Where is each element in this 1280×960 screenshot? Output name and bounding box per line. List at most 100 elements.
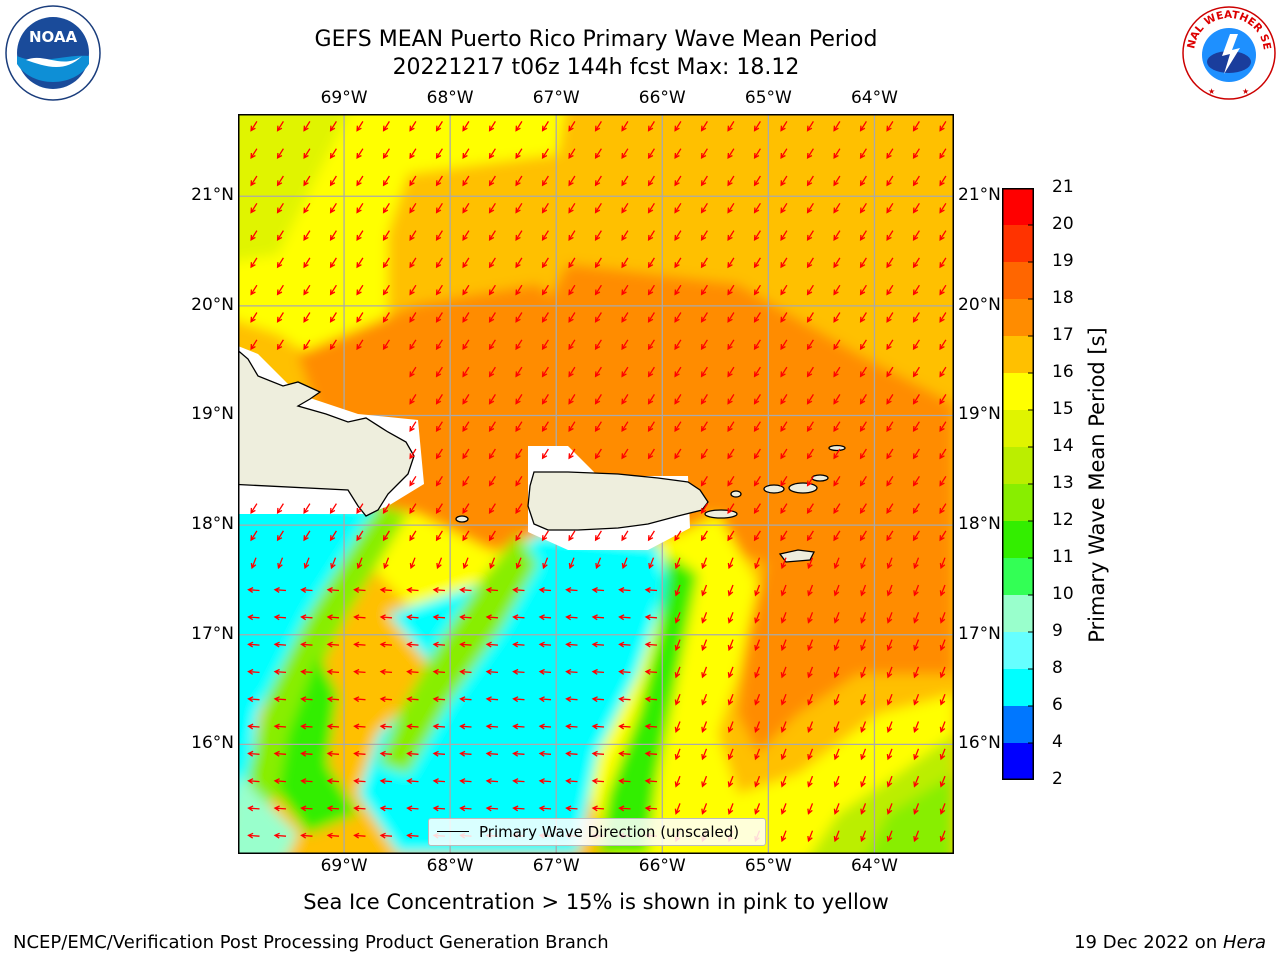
direction-arrow: [462, 175, 470, 187]
direction-arrow: [379, 668, 393, 675]
direction-arrow: [406, 614, 419, 621]
direction-arrow: [886, 557, 893, 570]
direction-arrow: [780, 803, 787, 815]
direction-arrow: [753, 530, 761, 542]
direction-arrow: [939, 666, 946, 679]
direction-arrow: [806, 339, 814, 351]
direction-arrow: [595, 557, 602, 570]
direction-arrow: [939, 693, 946, 706]
direction-arrow: [939, 421, 947, 433]
direction-arrow: [754, 639, 761, 652]
direction-arrow: [591, 805, 605, 812]
direction-arrow: [806, 530, 814, 542]
direction-arrow: [727, 803, 734, 815]
direction-arrow: [644, 805, 658, 812]
direction-arrow: [939, 830, 946, 843]
axis-tick-label: 68°W: [426, 88, 474, 108]
direction-arrow: [833, 394, 841, 405]
direction-arrow: [701, 584, 708, 597]
direction-arrow: [594, 339, 602, 351]
direction-arrow: [326, 832, 340, 839]
direction-arrow: [250, 284, 258, 296]
direction-arrow: [886, 339, 894, 351]
direction-arrow: [568, 257, 576, 269]
direction-arrow: [886, 448, 894, 460]
direction-arrow: [860, 639, 867, 652]
direction-arrow: [753, 230, 761, 241]
direction-arrow: [806, 503, 814, 514]
direction-arrow: [674, 121, 682, 132]
direction-arrow: [541, 448, 549, 460]
direction-arrow: [859, 475, 867, 487]
axis-tick-label: 67°W: [532, 88, 580, 108]
direction-arrow: [912, 530, 920, 542]
colorbar-tick-label: 16: [1052, 362, 1074, 382]
direction-arrow: [674, 312, 682, 323]
direction-arrow: [409, 257, 417, 269]
direction-arrow: [303, 312, 311, 323]
direction-arrow: [860, 830, 867, 843]
direction-arrow: [754, 666, 761, 679]
direction-arrow: [647, 257, 655, 269]
direction-arrow: [568, 421, 576, 433]
direction-arrow: [512, 778, 525, 785]
tortola-island: [788, 482, 818, 494]
direction-arrow: [250, 339, 258, 351]
direction-arrow: [727, 394, 735, 405]
direction-arrow: [435, 503, 443, 514]
direction-arrow: [353, 805, 366, 812]
direction-arrow: [754, 693, 761, 706]
direction-arrow: [780, 693, 787, 706]
direction-arrow: [303, 284, 311, 296]
legend-label: Primary Wave Direction (unscaled): [479, 823, 740, 841]
culebra-island: [730, 490, 742, 498]
direction-arrow: [594, 121, 602, 132]
axis-tick-label: 19°N: [191, 404, 234, 425]
direction-arrow: [594, 175, 602, 187]
direction-arrow: [833, 584, 840, 597]
direction-arrow: [326, 723, 340, 730]
direction-arrow: [273, 614, 287, 621]
direction-arrow: [594, 394, 602, 405]
direction-arrow: [568, 339, 576, 351]
direction-arrow: [515, 421, 523, 433]
direction-arrow: [276, 530, 284, 542]
direction-arrow: [488, 421, 496, 433]
mona-island: [455, 515, 469, 523]
st-thomas-island: [763, 484, 785, 494]
colorbar-tick-label: 9: [1052, 621, 1063, 641]
direction-arrow: [462, 312, 470, 323]
direction-arrow: [674, 803, 681, 815]
direction-arrow: [833, 666, 840, 679]
wave-direction-arrows: [247, 121, 947, 843]
direction-arrow: [859, 257, 867, 269]
direction-arrow: [647, 394, 655, 405]
colorbar-tick-label: 17: [1052, 325, 1074, 345]
direction-arrow: [515, 257, 523, 269]
direction-arrow: [939, 394, 947, 405]
direction-arrow: [382, 339, 390, 351]
direction-arrow: [594, 148, 602, 160]
direction-arrow: [754, 803, 761, 815]
direction-arrow: [594, 530, 602, 542]
direction-arrow: [409, 503, 417, 514]
axis-tick-label: 66°W: [638, 88, 686, 108]
direction-arrow: [807, 748, 814, 761]
direction-arrow: [860, 803, 867, 815]
direction-arrow: [621, 202, 629, 214]
direction-arrow: [432, 723, 446, 730]
direction-arrow: [485, 778, 499, 785]
axis-tick-label: 21°N: [191, 185, 234, 206]
direction-arrow: [913, 584, 920, 597]
direction-arrow: [568, 230, 576, 241]
direction-arrow: [512, 668, 525, 675]
direction-arrow: [462, 366, 470, 378]
direction-arrow: [833, 312, 841, 323]
direction-arrow: [594, 448, 602, 460]
direction-arrow: [276, 230, 284, 241]
direction-arrow: [860, 666, 867, 679]
direction-arrow: [753, 312, 761, 323]
direction-arrow: [382, 257, 390, 269]
direction-arrow: [674, 666, 681, 679]
direction-arrow: [356, 503, 364, 514]
